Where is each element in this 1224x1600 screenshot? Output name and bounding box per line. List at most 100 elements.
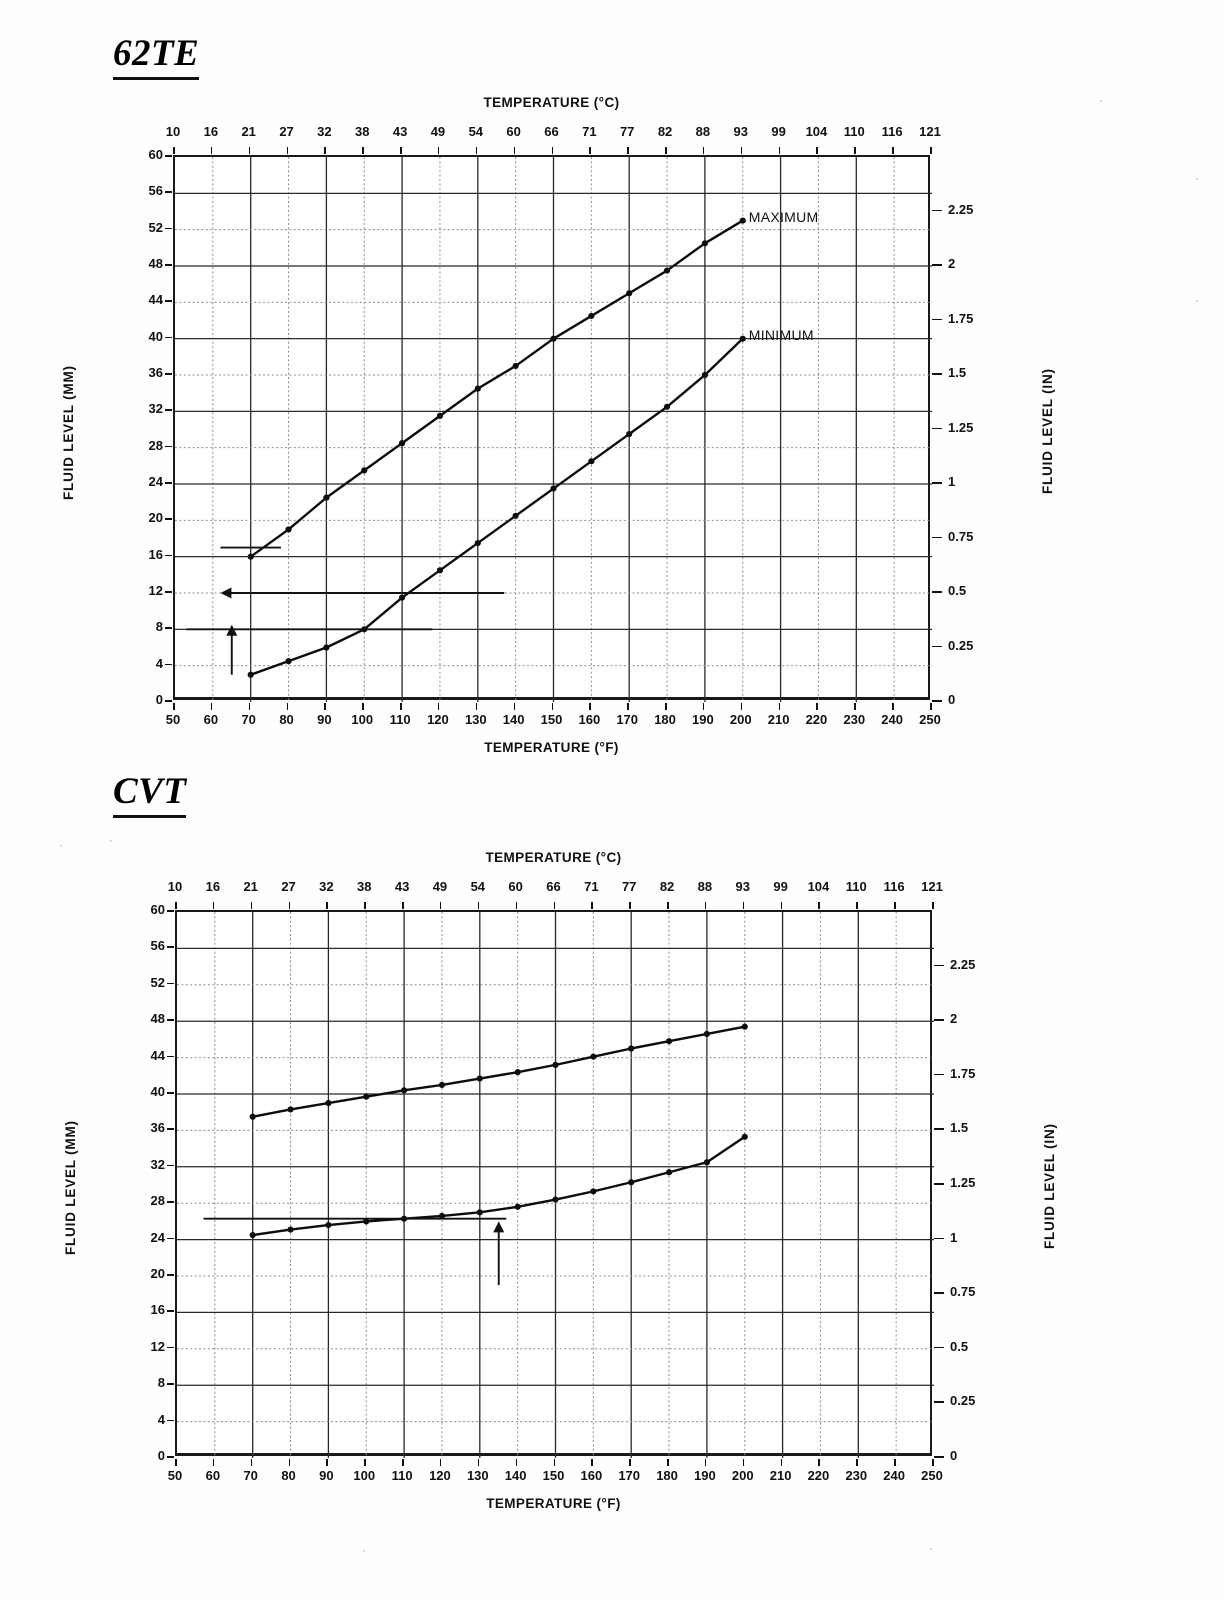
celsius-tick-label: 27 — [279, 124, 294, 139]
celsius-tick-mark — [437, 147, 440, 154]
celsius-tick-label: 21 — [243, 879, 258, 894]
series-point — [590, 1188, 597, 1195]
scan-artifact — [1196, 178, 1198, 180]
celsius-tick-mark — [629, 902, 631, 909]
mm-tick-mark — [165, 227, 172, 230]
mm-tick-label: 4 — [155, 655, 163, 671]
fahrenheit-tick-mark — [702, 703, 705, 710]
fahrenheit-tick-mark — [288, 1459, 291, 1466]
top-axis-title: TEMPERATURE (°C) — [483, 95, 620, 110]
series-point — [741, 1133, 748, 1140]
series-point — [436, 412, 444, 419]
mm-tick-label: 32 — [150, 1156, 165, 1172]
fahrenheit-tick-label: 140 — [502, 712, 525, 727]
fahrenheit-tick-mark — [589, 703, 591, 710]
series-label-maximum: MAXIMUM — [748, 208, 819, 225]
inch-tick-mark — [932, 700, 942, 702]
fahrenheit-tick-mark — [740, 703, 743, 710]
fahrenheit-tick-label: 180 — [654, 712, 676, 727]
celsius-tick-label: 110 — [843, 124, 865, 139]
inch-tick-label: 2 — [950, 1011, 958, 1027]
mm-tick-label: 36 — [150, 1120, 165, 1136]
section-title-62te-text: 62TE — [113, 33, 200, 74]
series-point — [663, 403, 671, 410]
inch-tick-mark — [932, 373, 942, 375]
mm-tick-mark — [165, 264, 172, 266]
mm-tick-mark — [167, 946, 174, 948]
fahrenheit-tick-label: 190 — [692, 712, 714, 727]
fahrenheit-tick-mark — [816, 703, 818, 710]
celsius-tick-mark — [515, 902, 518, 909]
fahrenheit-tick-label: 90 — [317, 712, 332, 727]
series-point — [476, 1209, 483, 1216]
mm-tick-mark — [167, 1092, 174, 1094]
celsius-tick-mark — [930, 147, 932, 154]
celsius-tick-mark — [702, 147, 705, 154]
fahrenheit-tick-mark — [551, 703, 553, 710]
fahrenheit-tick-label: 150 — [540, 712, 563, 727]
plot-area — [173, 155, 932, 702]
celsius-tick-label: 77 — [621, 879, 637, 894]
inch-tick-mark — [934, 1019, 944, 1021]
celsius-tick-label: 32 — [319, 879, 334, 894]
inch-tick-label: 1 — [950, 1229, 958, 1245]
left-axis-title: FLUID LEVEL (MM) — [61, 364, 76, 500]
mm-tick-label: 8 — [157, 1375, 165, 1391]
celsius-tick-label: 71 — [584, 879, 599, 894]
series-point — [323, 494, 330, 501]
fahrenheit-tick-label: 140 — [504, 1468, 527, 1483]
series-point — [741, 1023, 748, 1030]
mm-tick-mark — [165, 409, 172, 411]
mm-tick-mark — [167, 1346, 174, 1349]
fahrenheit-tick-mark — [627, 703, 629, 710]
series-point — [438, 1212, 446, 1220]
inch-tick-label: 2.25 — [948, 201, 974, 217]
series-point — [739, 335, 746, 342]
celsius-tick-mark — [854, 147, 856, 154]
fahrenheit-tick-mark — [400, 703, 402, 710]
mm-tick-label: 44 — [148, 292, 163, 308]
celsius-tick-label: 121 — [919, 124, 941, 139]
scan-artifact — [363, 1550, 365, 1552]
celsius-tick-label: 88 — [695, 124, 711, 139]
series-point — [247, 671, 254, 678]
series-line-minimum — [249, 337, 744, 676]
fahrenheit-tick-mark — [591, 1459, 593, 1466]
celsius-tick-label: 21 — [241, 124, 256, 139]
fahrenheit-tick-mark — [248, 703, 251, 710]
fahrenheit-tick-mark — [894, 1459, 896, 1466]
mm-tick-label: 56 — [148, 183, 163, 199]
inch-tick-label: 0.25 — [948, 637, 974, 653]
series-point — [285, 658, 292, 665]
celsius-tick-label: 43 — [392, 124, 408, 139]
inch-tick-label: 0.5 — [950, 1338, 969, 1354]
mm-tick-label: 0 — [157, 1448, 165, 1463]
mm-tick-mark — [167, 1274, 174, 1276]
series-point — [701, 371, 709, 379]
mm-tick-mark — [167, 1128, 174, 1130]
fahrenheit-tick-label: 170 — [618, 1468, 641, 1483]
series-line-minimum — [251, 1135, 746, 1237]
fahrenheit-tick-mark — [286, 703, 289, 710]
celsius-tick-label: 93 — [735, 879, 750, 894]
inch-tick-label: 1 — [948, 474, 956, 489]
fahrenheit-tick-label: 120 — [427, 712, 449, 727]
celsius-tick-label: 71 — [582, 124, 597, 139]
grid-lines — [175, 157, 932, 702]
fahrenheit-tick-label: 200 — [731, 1468, 754, 1483]
fahrenheit-tick-label: 130 — [464, 712, 487, 727]
fahrenheit-tick-label: 160 — [578, 712, 601, 727]
series-point — [363, 1218, 370, 1225]
celsius-tick-mark — [816, 147, 818, 154]
fahrenheit-tick-mark — [742, 1459, 745, 1466]
series-point — [325, 1100, 332, 1107]
fahrenheit-tick-label: 200 — [729, 712, 752, 727]
celsius-tick-mark — [780, 902, 783, 909]
celsius-tick-label: 27 — [281, 879, 296, 894]
fahrenheit-tick-label: 170 — [616, 712, 639, 727]
mm-tick-label: 60 — [148, 147, 163, 162]
mm-tick-mark — [167, 1419, 174, 1422]
celsius-tick-mark — [212, 902, 215, 909]
fahrenheit-tick-mark — [250, 1459, 253, 1466]
